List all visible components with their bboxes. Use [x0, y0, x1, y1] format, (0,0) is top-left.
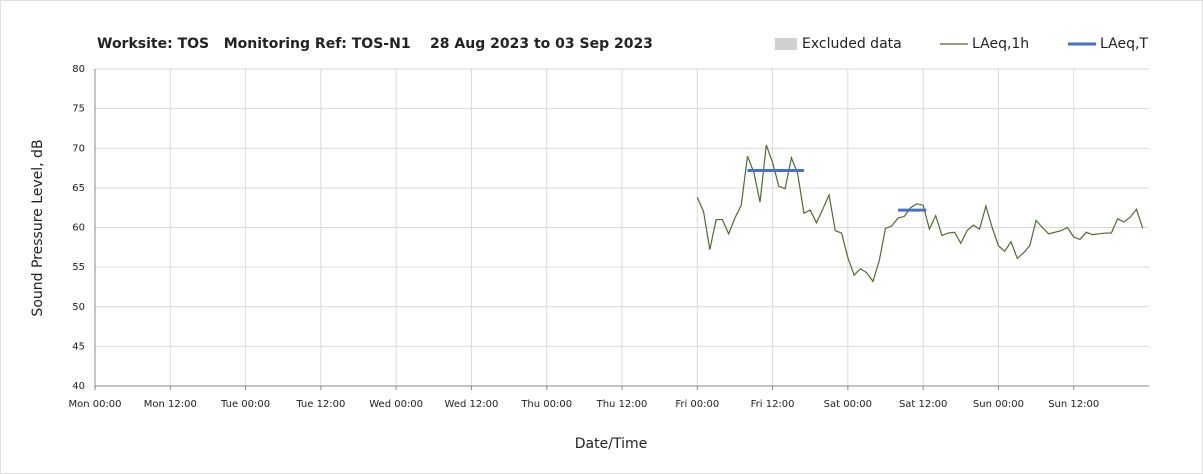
y-tick-label: 80 [72, 64, 85, 75]
y-tick-label: 40 [72, 381, 85, 392]
x-tick-label: Wed 00:00 [369, 399, 423, 410]
x-tick-label: Sun 00:00 [973, 399, 1024, 410]
x-axis-label: Date/Time [575, 436, 647, 452]
x-tick-label: Sat 00:00 [824, 399, 872, 410]
y-tick-label: 60 [72, 223, 85, 234]
x-tick-label: Tue 00:00 [220, 399, 270, 410]
y-tick-label: 45 [72, 341, 85, 352]
legend-label: Excluded data [802, 36, 902, 52]
x-tick-label: Wed 12:00 [445, 399, 499, 410]
legend-swatch [775, 38, 797, 50]
x-tick-label: Sun 12:00 [1048, 399, 1099, 410]
legend-label: LAeq,T [1100, 36, 1148, 52]
series-line [747, 168, 927, 212]
x-tick-label: Tue 12:00 [295, 399, 345, 410]
x-tick-label: Fri 12:00 [751, 399, 795, 410]
y-tick-label: 75 [72, 104, 85, 115]
series-line [696, 144, 1144, 283]
x-tick-label: Mon 00:00 [68, 399, 121, 410]
y-tick-label: 65 [72, 183, 85, 194]
x-tick-label: Mon 12:00 [144, 399, 197, 410]
y-tick-label: 50 [72, 302, 85, 313]
x-tick-label: Sat 12:00 [899, 399, 947, 410]
y-tick-label: 55 [72, 262, 85, 273]
chart-title: Worksite: TOS Monitoring Ref: TOS-N1 28 … [97, 36, 653, 52]
x-tick-label: Fri 00:00 [675, 399, 719, 410]
y-axis-label: Sound Pressure Level, dB [30, 139, 46, 316]
legend-label: LAeq,1h [972, 36, 1029, 52]
x-tick-label: Thu 12:00 [596, 399, 648, 410]
y-tick-label: 70 [72, 143, 85, 154]
x-tick-label: Thu 00:00 [520, 399, 572, 410]
